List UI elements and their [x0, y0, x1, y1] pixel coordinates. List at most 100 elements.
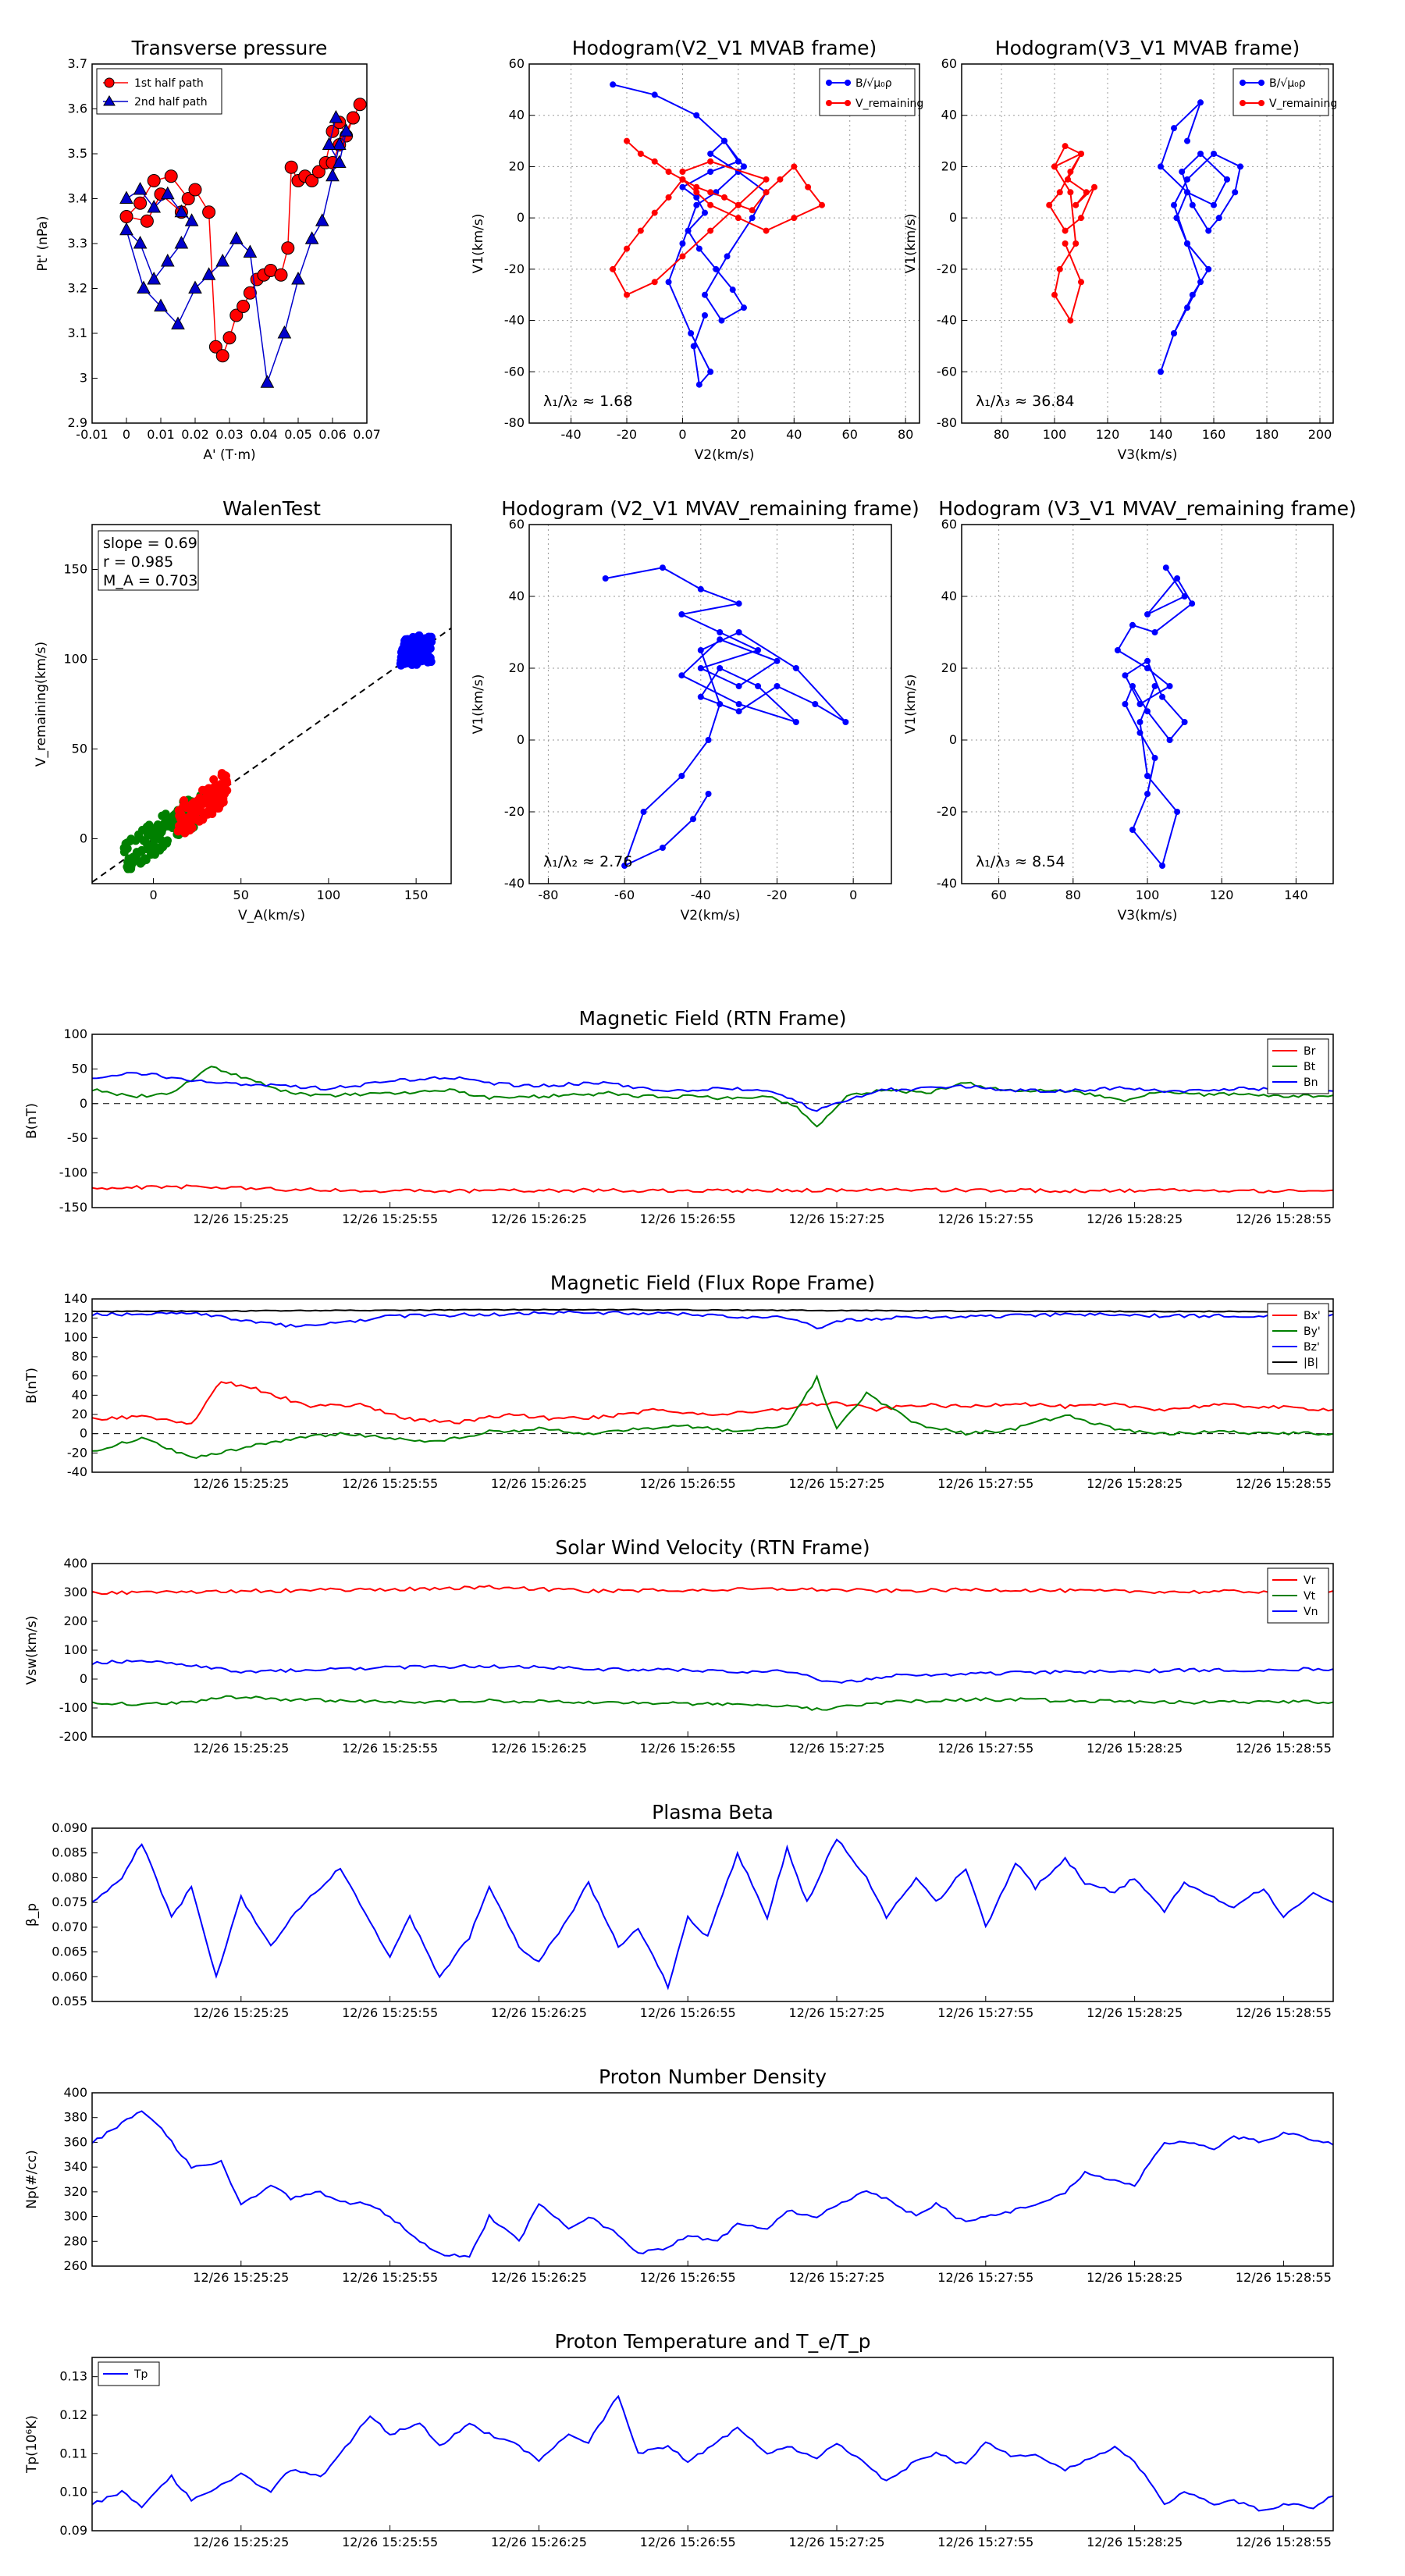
np-title: Proton Number Density	[599, 2065, 827, 2088]
walen-point-red	[200, 799, 209, 808]
walen-point-blue	[417, 656, 426, 666]
h4-xtick-label: 80	[1065, 888, 1081, 902]
h2-ytick-label: -20	[937, 262, 957, 276]
h1-xtick-label: 0	[678, 427, 686, 442]
pt-point	[274, 268, 288, 282]
tp-xtick-label: 12/26 15:25:25	[193, 2535, 289, 2549]
h3-point	[659, 845, 666, 851]
h1-ytick-label: 40	[509, 108, 525, 123]
h3-point	[755, 647, 762, 653]
h3-point	[678, 773, 685, 779]
bfr-title: Magnetic Field (Flux Rope Frame)	[550, 1272, 875, 1294]
beta-xtick-label: 12/26 15:27:25	[788, 2005, 884, 2020]
pt-xtick-label: 0.04	[250, 427, 278, 442]
pt-point	[346, 111, 360, 125]
walen-point-blue	[407, 660, 417, 669]
walen-point-green	[143, 829, 152, 838]
pt-point	[188, 183, 202, 197]
h3-point	[717, 629, 724, 635]
np-ytick-label: 280	[63, 2233, 87, 2248]
h2-point	[1232, 189, 1239, 196]
h1-point	[637, 227, 644, 234]
vsw-ytick-label: 0	[80, 1671, 87, 1686]
h1-point	[707, 201, 714, 208]
h1-point	[610, 265, 617, 272]
h2-xtick-label: 100	[1043, 427, 1067, 442]
pt-xlabel: A' (T·m)	[203, 447, 255, 463]
vsw-xtick-label: 12/26 15:27:25	[788, 1741, 884, 1756]
walen-chart: 0 50 100 150 0 50 100 150 slope = 0.69r = 0.985M…	[34, 497, 452, 923]
beta-chart: 12/26 15:25:25 12/26 15:25:55 12/26 15:26:…	[24, 1801, 1334, 2020]
beta-ytick-label: 0.075	[52, 1895, 87, 1909]
h2-xtick-label: 120	[1096, 427, 1120, 442]
h4-point	[1114, 647, 1121, 653]
pt-point	[237, 300, 251, 313]
h1-xtick-label: -40	[561, 427, 582, 442]
h4-point	[1174, 575, 1181, 582]
h4-point	[1136, 701, 1144, 707]
h1-ytick-label: 20	[509, 158, 525, 173]
h4-point	[1129, 683, 1136, 689]
vsw-series-Vn-line	[92, 1659, 1333, 1684]
h2-point	[1197, 151, 1204, 157]
h3-point	[717, 701, 724, 707]
h2-point	[1065, 176, 1071, 183]
tp-xtick-label: 12/26 15:26:25	[491, 2535, 587, 2549]
tp-series-Tp-line	[92, 2394, 1333, 2512]
h2-point	[1171, 330, 1177, 336]
tp-legend: Tp	[98, 2361, 160, 2386]
h1-point	[819, 201, 825, 208]
h2-point	[1046, 201, 1053, 208]
h3-axes-frame	[528, 524, 892, 884]
h1-ytick-label: -80	[504, 415, 525, 430]
pt-point	[339, 123, 354, 137]
h2-title: Hodogram(V3_V1 MVAB frame)	[995, 37, 1300, 59]
h1-legend-frame	[819, 68, 916, 116]
h4-plot-area	[1114, 564, 1196, 869]
h2-point	[1197, 279, 1204, 286]
bfr-chart: 12/26 15:25:25 12/26 15:25:55 12/26 15:26:…	[24, 1272, 1334, 1491]
beta-xtick-label: 12/26 15:25:25	[193, 2005, 289, 2020]
h1-xtick-label: 20	[731, 427, 746, 442]
walen-point-red	[213, 792, 222, 801]
h2-point	[1184, 240, 1190, 247]
h1-eigen-ratio: λ₁/λ₂ ≈ 1.68	[543, 393, 632, 410]
h2-point	[1224, 176, 1230, 183]
pt-point	[160, 253, 175, 267]
h1-point	[685, 227, 692, 234]
h1-point	[707, 151, 714, 157]
tp-ylabel: Tp(10⁶K)	[24, 2415, 40, 2474]
h3-series-line	[605, 567, 847, 867]
h3-point	[735, 629, 742, 635]
h1-point	[707, 158, 714, 165]
h2-ylabel: V1(km/s)	[903, 214, 919, 274]
h1-point	[693, 194, 700, 201]
np-xtick-label: 12/26 15:26:25	[491, 2270, 587, 2285]
tp-ytick-label: 0.13	[59, 2369, 87, 2384]
h4-xtick-label: 60	[991, 888, 1006, 902]
pt-point	[147, 199, 162, 213]
walen-point-red	[180, 813, 189, 823]
bfr-legend-label: |B|	[1304, 1357, 1318, 1369]
pt-point	[311, 165, 325, 179]
h3-point	[755, 683, 762, 689]
h1-point	[721, 194, 727, 201]
bfr-legend-label: Bx'	[1304, 1310, 1321, 1322]
walen-point-green	[121, 839, 130, 849]
h4-ytick-label: 60	[941, 517, 957, 532]
h4-point	[1144, 657, 1151, 664]
walen-ylabel: V_remaining(km/s)	[34, 642, 49, 767]
h3-point	[602, 575, 609, 582]
bfr-ytick-label: 0	[80, 1426, 87, 1441]
h1-point	[707, 227, 714, 234]
tp-xtick-label: 12/26 15:28:55	[1236, 2535, 1332, 2549]
walen-point-red	[207, 800, 216, 809]
h1-point	[610, 81, 617, 88]
h4-point	[1144, 611, 1151, 617]
h2-point	[1205, 227, 1212, 234]
h1-point	[707, 368, 714, 375]
bfr-ytick-label: 20	[72, 1407, 87, 1421]
pt-point	[171, 316, 185, 329]
h2-point	[1056, 265, 1063, 272]
